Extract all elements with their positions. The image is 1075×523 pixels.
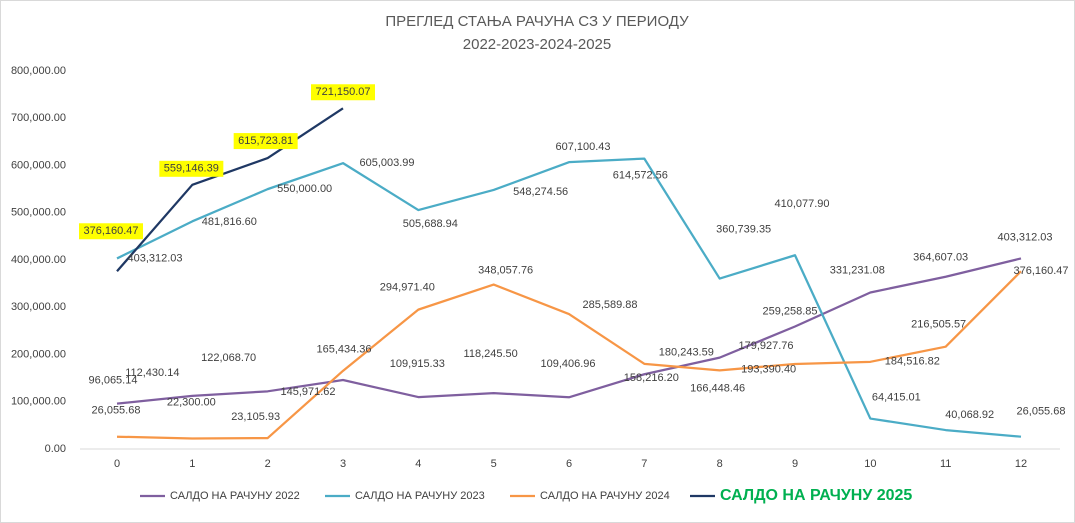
data-label: 166,448.46	[690, 382, 745, 394]
x-tick-label: 11	[940, 458, 951, 470]
x-tick-label: 9	[792, 458, 798, 470]
y-tick-label: 400,000.00	[11, 254, 66, 266]
data-label: 180,243.59	[659, 347, 714, 359]
data-label: 118,245.50	[464, 348, 518, 360]
legend-label: САЛДО НА РАЧУНУ 2022	[170, 490, 300, 502]
data-label-highlight	[233, 133, 298, 150]
x-tick-label: 8	[717, 458, 723, 470]
data-label: 96,065.14	[89, 375, 138, 387]
x-tick-label: 7	[641, 458, 647, 470]
data-label: 193,390.40	[741, 364, 796, 376]
data-label: 614,572.56	[613, 170, 668, 182]
data-label: 505,688.94	[403, 218, 458, 230]
data-label: 179,927.76	[738, 340, 793, 352]
data-label-highlight	[79, 223, 143, 240]
data-label: 548,274.56	[513, 186, 568, 198]
data-label: 40,068.92	[945, 409, 994, 421]
data-label: 607,100.43	[555, 141, 610, 153]
x-tick-label: 5	[491, 458, 497, 470]
data-label: 216,505.57	[911, 319, 966, 331]
x-tick-label: 10	[864, 458, 876, 470]
data-label: 109,915.33	[390, 358, 445, 370]
data-label: 376,160.47	[83, 225, 138, 237]
y-tick-label: 0.00	[45, 443, 66, 455]
data-label: 64,415.01	[872, 391, 921, 403]
data-label: 403,312.03	[997, 231, 1052, 243]
y-tick-label: 200,000.00	[11, 348, 66, 360]
data-label: 109,406.96	[540, 358, 595, 370]
data-label: 22,300.00	[167, 396, 216, 408]
chart-subtitle: 2022-2023-2024-2025	[463, 36, 611, 53]
y-tick-label: 600,000.00	[11, 159, 66, 171]
data-label: 23,105.93	[231, 411, 280, 423]
series-line	[116, 157, 1022, 438]
data-label: 348,057.76	[478, 264, 533, 276]
series-line	[116, 257, 1022, 405]
data-label: 112,430.14	[125, 367, 179, 379]
x-tick-label: 0	[114, 458, 120, 470]
data-label-highlight	[159, 160, 224, 177]
data-label: 410,077.90	[774, 198, 829, 210]
legend-label: САЛДО НА РАЧУНУ 2023	[355, 490, 485, 502]
data-label: 122,068.70	[201, 352, 256, 364]
y-tick-label: 500,000.00	[11, 207, 66, 219]
data-label: 403,312.03	[127, 252, 182, 264]
data-label: 184,516.82	[885, 356, 940, 368]
data-label: 294,971.40	[380, 282, 435, 294]
data-label: 605,003.99	[359, 157, 414, 169]
data-label: 158,216.20	[624, 372, 679, 384]
x-tick-label: 2	[265, 458, 271, 470]
data-label: 360,739.35	[716, 223, 771, 235]
data-label: 364,607.03	[913, 252, 968, 264]
data-label-highlight	[311, 84, 375, 101]
data-label: 285,589.88	[582, 299, 637, 311]
legend-label: САЛДО НА РАЧУНУ 2025	[720, 487, 912, 504]
data-label: 165,434.36	[316, 344, 371, 356]
data-label: 721,150.07	[315, 86, 370, 98]
data-label: 481,816.60	[202, 216, 257, 228]
x-tick-label: 4	[415, 458, 421, 470]
data-label: 615,723.81	[238, 135, 293, 147]
data-label: 331,231.08	[830, 264, 885, 276]
data-label: 559,146.39	[164, 163, 219, 175]
series-line	[116, 107, 344, 273]
y-tick-label: 100,000.00	[11, 396, 66, 408]
y-tick-label: 800,000.00	[11, 65, 66, 77]
data-label: 26,055.68	[1017, 406, 1066, 418]
data-label: 259,258.85	[762, 305, 817, 317]
chart-title: ПРЕГЛЕД СТАЊА РАЧУНА СЗ У ПЕРИОДУ	[385, 13, 689, 30]
x-tick-label: 3	[340, 458, 346, 470]
data-label: 145,971.62	[280, 386, 335, 398]
data-label: 26,055.68	[92, 405, 141, 417]
x-tick-label: 12	[1015, 458, 1027, 470]
x-tick-label: 1	[189, 458, 195, 470]
y-tick-label: 300,000.00	[11, 301, 66, 313]
legend-label: САЛДО НА РАЧУНУ 2024	[540, 490, 670, 502]
data-label: 550,000.00	[277, 183, 332, 195]
x-tick-label: 6	[566, 458, 572, 470]
data-label: 376,160.47	[1013, 265, 1068, 277]
series-line	[116, 270, 1022, 440]
y-tick-label: 700,000.00	[11, 112, 66, 124]
